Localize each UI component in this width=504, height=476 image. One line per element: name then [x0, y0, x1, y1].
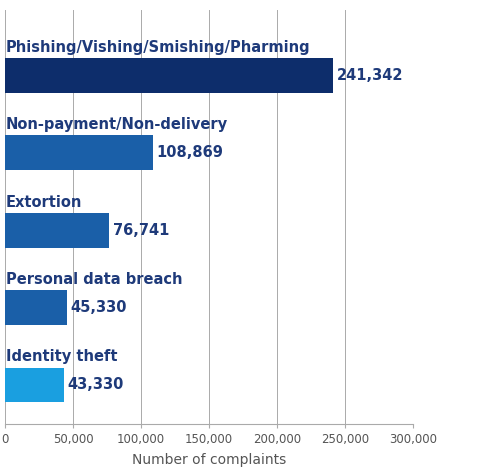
- Bar: [5, 213, 109, 248]
- Text: 241,342: 241,342: [337, 68, 403, 83]
- Bar: [5, 290, 67, 325]
- Bar: [5, 367, 64, 402]
- X-axis label: Number of complaints: Number of complaints: [132, 453, 286, 466]
- Text: Personal data breach: Personal data breach: [6, 272, 182, 287]
- Text: 76,741: 76,741: [113, 223, 169, 238]
- Text: 108,869: 108,869: [157, 145, 223, 160]
- Text: Extortion: Extortion: [6, 195, 82, 209]
- Text: 43,330: 43,330: [68, 377, 124, 392]
- Text: Identity theft: Identity theft: [6, 349, 117, 365]
- Bar: [5, 135, 153, 170]
- Text: 45,330: 45,330: [70, 300, 127, 315]
- Text: Phishing/Vishing/Smishing/Pharming: Phishing/Vishing/Smishing/Pharming: [6, 40, 310, 55]
- Bar: [5, 58, 334, 93]
- Text: Non-payment/Non-delivery: Non-payment/Non-delivery: [6, 117, 228, 132]
